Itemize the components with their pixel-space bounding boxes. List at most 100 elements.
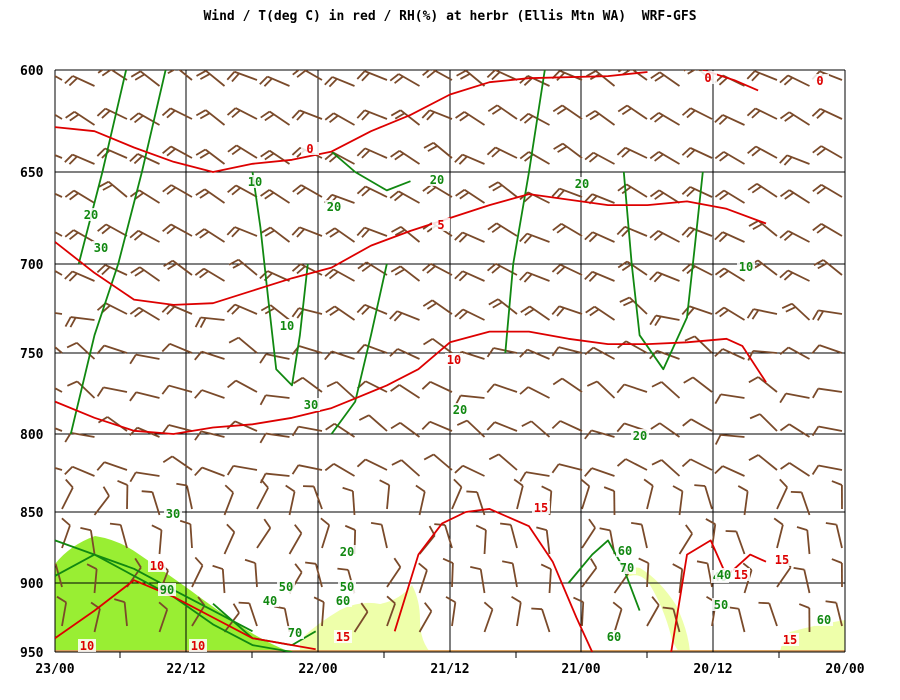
wind-barb: [259, 472, 290, 484]
wind-barb-flag: [391, 459, 402, 466]
wind-barb: [454, 270, 485, 282]
wind-barb: [584, 151, 615, 165]
wind-barb-flag: [129, 112, 140, 121]
wind-barb-staff: [336, 381, 356, 399]
wind-barb: [714, 189, 745, 204]
wind-barb-staff: [55, 563, 63, 588]
contour-label-bg: [428, 173, 446, 186]
wind-barb-flag: [161, 385, 170, 395]
wind-barb: [226, 226, 258, 238]
wind-barb-staff: [753, 349, 778, 354]
contour-label-bg: [712, 598, 730, 611]
wind-barb-flag: [389, 310, 398, 320]
wind-barb-flag: [291, 464, 300, 475]
wind-barb-flag: [356, 344, 366, 354]
wind-barb-flag: [55, 561, 56, 565]
wind-barb: [551, 70, 583, 82]
wind-barb-staff: [55, 262, 63, 276]
wind-barb-flag: [586, 380, 598, 387]
wind-barb-flag: [455, 188, 466, 197]
wind-barb-flag: [194, 556, 204, 567]
wind-barb-flag: [197, 596, 206, 607]
wind-barb-staff: [235, 107, 258, 120]
contour-label-bg: [82, 208, 100, 221]
wind-barb-staff: [559, 187, 583, 198]
wind-barb-flag: [816, 110, 826, 119]
wind-barb-flag: [584, 151, 594, 161]
wind-barb-flag: [454, 231, 464, 241]
wind-barb-flag: [422, 70, 432, 76]
wind-barb-staff: [93, 495, 110, 516]
wind-barb-flag: [37, 225, 45, 236]
wind-barb-flag: [389, 190, 400, 199]
wind-barb-flag: [101, 110, 111, 119]
wind-barb-flag: [584, 429, 593, 440]
wind-barb-staff: [791, 302, 811, 321]
wind-barb: [163, 259, 193, 276]
wind-barb-staff: [73, 229, 95, 243]
x-tick-label: 20/12: [693, 662, 732, 677]
contour-label: 0: [306, 142, 313, 156]
wind-barb-flag: [812, 145, 822, 154]
wind-barb-staff: [646, 485, 654, 510]
wind-barb: [386, 595, 396, 627]
contour-label-bg: [286, 626, 304, 639]
wind-barb: [454, 308, 485, 321]
x-tick-label: 21/12: [430, 662, 469, 677]
wind-barb-staff: [592, 346, 615, 360]
wind-barb-flag: [458, 310, 469, 320]
wind-barb-staff: [678, 569, 684, 594]
wind-barb-staff: [516, 602, 522, 627]
wind-barb-flag: [551, 187, 561, 198]
contour-label: 0: [704, 71, 711, 85]
wind-barb-staff: [723, 189, 745, 204]
wind-barb-staff: [139, 266, 161, 282]
wind-barb-flag: [361, 187, 371, 197]
contour-label: 70: [288, 626, 302, 640]
wind-barb-flag: [162, 145, 172, 154]
wind-barb-staff: [73, 111, 95, 126]
wind-barb-flag: [616, 146, 626, 156]
wind-barb-flag: [33, 222, 41, 233]
wind-barb-staff: [366, 261, 388, 276]
wind-barb: [617, 260, 648, 276]
wind-barb: [714, 151, 745, 165]
wind-barb-flag: [361, 149, 371, 159]
wind-barb-staff: [787, 230, 810, 243]
wind-barb-staff: [723, 267, 745, 282]
wind-barb: [513, 478, 524, 510]
wind-barb-staff: [399, 422, 421, 438]
wind-barb-flag: [622, 70, 633, 76]
wind-barb: [486, 146, 518, 159]
wind-barb-staff: [432, 142, 453, 159]
wind-barb: [194, 389, 225, 399]
wind-barb-flag: [356, 185, 367, 195]
contour-label: 20: [575, 177, 589, 191]
wind-barb-staff: [835, 602, 843, 627]
wind-barb-flag: [557, 145, 568, 153]
wind-barb-flag: [654, 192, 664, 200]
wind-barb: [422, 70, 453, 81]
wind-barb-flag: [551, 305, 560, 316]
wind-barb: [551, 263, 583, 276]
wind-barb-flag: [320, 517, 330, 526]
wind-barb: [812, 223, 843, 237]
wind-barb-flag: [458, 233, 468, 243]
wind-barb-flag: [231, 187, 241, 196]
wind-barb-flag: [654, 114, 664, 123]
wind-barb: [617, 104, 648, 120]
wind-barb: [780, 462, 810, 477]
wind-barb-staff: [105, 223, 128, 237]
wind-barb-flag: [227, 379, 237, 389]
wind-barb-staff: [800, 492, 811, 516]
wind-barb-staff: [626, 104, 648, 120]
wind-barb-flag: [134, 557, 142, 568]
wind-barb-staff: [169, 303, 193, 315]
wind-barb-flag: [260, 189, 270, 197]
wind-barb: [356, 226, 388, 238]
wind-barb-flag: [536, 526, 547, 532]
wind-barb-flag: [653, 232, 664, 241]
contour-label-bg: [148, 559, 166, 572]
wind-barb: [617, 340, 648, 354]
wind-barb: [681, 458, 713, 471]
